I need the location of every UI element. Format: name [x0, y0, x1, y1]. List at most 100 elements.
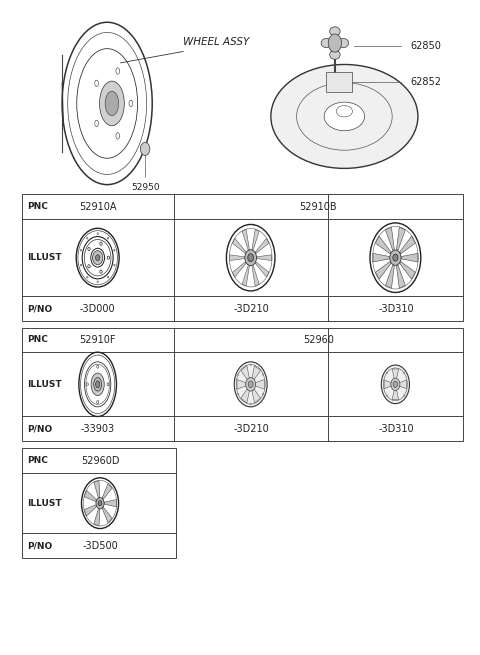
Circle shape — [263, 394, 264, 395]
Bar — [22, 195, 463, 321]
Circle shape — [234, 362, 267, 407]
Polygon shape — [229, 255, 244, 261]
Text: P/NO: P/NO — [27, 541, 53, 550]
Ellipse shape — [107, 383, 109, 386]
Circle shape — [96, 255, 100, 261]
Circle shape — [393, 381, 397, 387]
Text: ILLUST: ILLUST — [27, 253, 62, 262]
Text: -3D210: -3D210 — [234, 424, 270, 434]
Circle shape — [238, 374, 239, 375]
Polygon shape — [242, 229, 249, 250]
Text: PNC: PNC — [27, 456, 48, 465]
Text: -3D310: -3D310 — [379, 424, 414, 434]
Circle shape — [245, 250, 256, 266]
Ellipse shape — [129, 100, 132, 107]
Ellipse shape — [271, 64, 418, 168]
Ellipse shape — [330, 50, 340, 60]
Ellipse shape — [338, 39, 348, 48]
Circle shape — [403, 395, 404, 396]
Circle shape — [140, 142, 150, 155]
Polygon shape — [385, 227, 395, 250]
Circle shape — [250, 364, 251, 365]
Polygon shape — [252, 265, 259, 286]
Polygon shape — [396, 227, 405, 250]
Circle shape — [97, 281, 98, 283]
Circle shape — [393, 254, 398, 261]
Polygon shape — [232, 238, 246, 253]
Circle shape — [88, 248, 90, 251]
Ellipse shape — [330, 27, 340, 36]
Ellipse shape — [91, 373, 104, 396]
Circle shape — [80, 264, 82, 266]
Ellipse shape — [116, 132, 120, 139]
Polygon shape — [232, 262, 246, 277]
Ellipse shape — [321, 39, 332, 48]
Text: -3D500: -3D500 — [82, 541, 118, 551]
Text: -3D310: -3D310 — [379, 304, 414, 314]
Polygon shape — [241, 389, 249, 403]
Text: P/NO: P/NO — [27, 424, 53, 434]
Text: 52910B: 52910B — [300, 202, 337, 212]
Bar — [22, 328, 463, 441]
Circle shape — [100, 270, 102, 273]
Circle shape — [114, 250, 115, 251]
Ellipse shape — [95, 121, 98, 126]
Polygon shape — [255, 379, 264, 389]
Polygon shape — [94, 509, 100, 526]
Polygon shape — [375, 236, 391, 253]
Text: ILLUST: ILLUST — [27, 380, 62, 389]
Polygon shape — [373, 253, 389, 262]
Polygon shape — [400, 261, 415, 279]
Polygon shape — [392, 369, 398, 379]
Circle shape — [87, 237, 88, 239]
Circle shape — [391, 378, 400, 390]
Polygon shape — [385, 265, 395, 288]
Text: 62852: 62852 — [411, 77, 442, 87]
Circle shape — [246, 377, 256, 391]
Polygon shape — [252, 389, 261, 403]
Polygon shape — [375, 261, 391, 279]
Circle shape — [98, 500, 102, 506]
Ellipse shape — [105, 91, 119, 116]
Polygon shape — [102, 507, 112, 523]
Ellipse shape — [116, 67, 120, 74]
Text: WHEEL ASSY: WHEEL ASSY — [183, 37, 250, 47]
Text: ILLUST: ILLUST — [27, 498, 62, 508]
Ellipse shape — [95, 80, 98, 86]
Polygon shape — [241, 365, 249, 379]
Circle shape — [80, 250, 82, 251]
Polygon shape — [94, 481, 100, 498]
Ellipse shape — [96, 381, 100, 388]
Text: 52910A: 52910A — [79, 202, 117, 212]
Polygon shape — [237, 379, 246, 389]
Text: -3D000: -3D000 — [80, 304, 116, 314]
Polygon shape — [255, 238, 269, 253]
Polygon shape — [102, 483, 112, 499]
Text: PNC: PNC — [27, 335, 48, 345]
Polygon shape — [401, 253, 418, 262]
Polygon shape — [257, 255, 272, 261]
Polygon shape — [400, 380, 407, 389]
Circle shape — [386, 372, 387, 373]
Circle shape — [88, 265, 90, 268]
Polygon shape — [400, 236, 415, 253]
Bar — [326, 72, 352, 92]
Circle shape — [93, 251, 103, 265]
Text: -3D210: -3D210 — [234, 304, 270, 314]
Circle shape — [386, 395, 387, 396]
Ellipse shape — [86, 383, 88, 386]
Text: 52960D: 52960D — [81, 456, 120, 466]
Circle shape — [263, 374, 264, 375]
Polygon shape — [105, 500, 116, 507]
Ellipse shape — [324, 102, 365, 131]
Ellipse shape — [97, 400, 98, 403]
Circle shape — [248, 253, 253, 262]
Circle shape — [100, 242, 102, 246]
Ellipse shape — [97, 365, 98, 368]
Polygon shape — [84, 505, 96, 516]
Polygon shape — [252, 365, 261, 379]
Ellipse shape — [99, 81, 124, 126]
Circle shape — [390, 250, 401, 265]
Polygon shape — [392, 390, 398, 400]
Text: 52910F: 52910F — [79, 335, 116, 345]
